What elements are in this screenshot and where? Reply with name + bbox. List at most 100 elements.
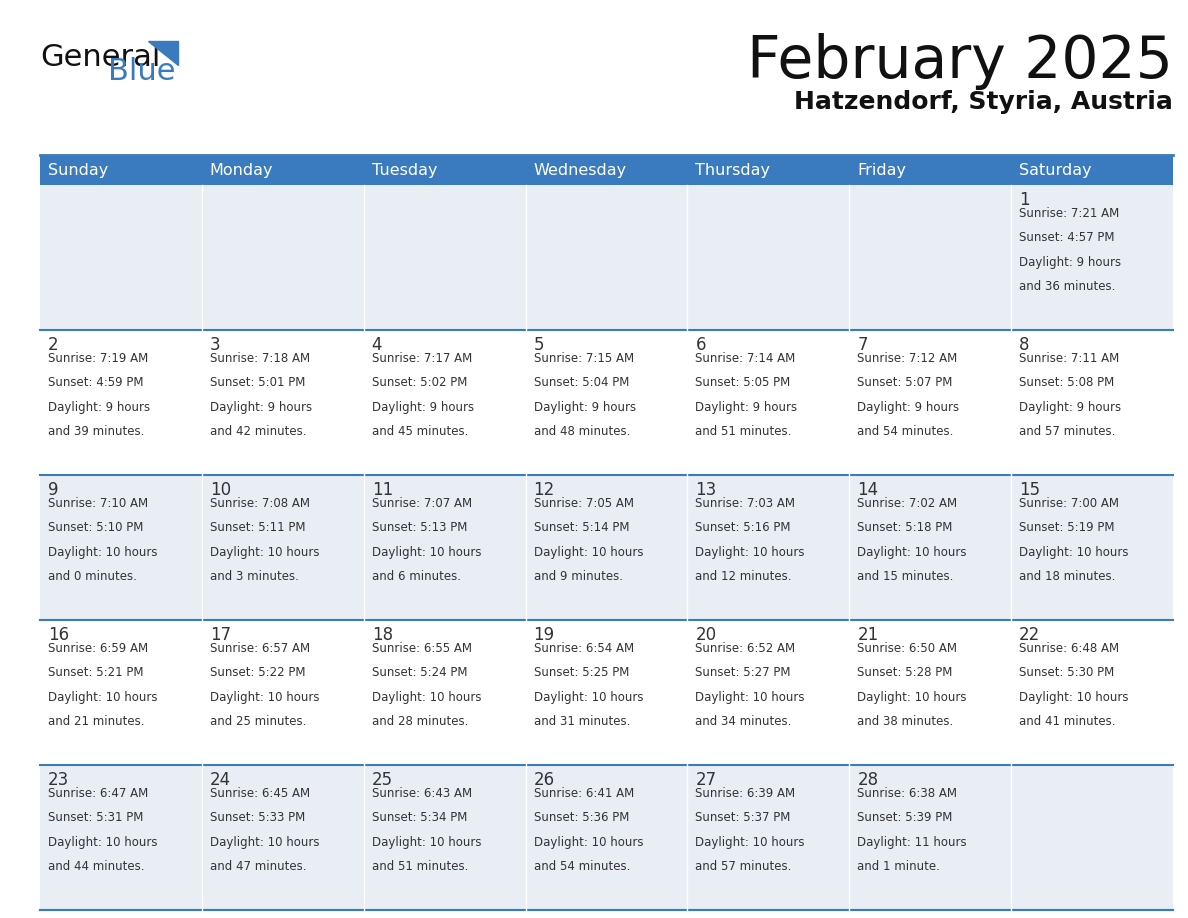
Text: Friday: Friday [858,162,906,177]
Bar [1011,620,1173,765]
Text: 20: 20 [695,626,716,644]
Text: Saturday: Saturday [1019,162,1092,177]
Text: Daylight: 10 hours: Daylight: 10 hours [1019,545,1129,559]
Text: Sunset: 5:34 PM: Sunset: 5:34 PM [372,812,467,824]
Text: Daylight: 9 hours: Daylight: 9 hours [533,401,636,414]
Text: Daylight: 9 hours: Daylight: 9 hours [210,401,312,414]
Text: Sunrise: 7:10 AM: Sunrise: 7:10 AM [48,497,148,510]
Text: Sunset: 5:37 PM: Sunset: 5:37 PM [695,812,791,824]
Text: Sunset: 5:08 PM: Sunset: 5:08 PM [1019,376,1114,389]
Text: and 51 minutes.: and 51 minutes. [372,860,468,873]
Polygon shape [148,41,178,65]
Text: 10: 10 [210,481,230,499]
Text: and 6 minutes.: and 6 minutes. [372,570,461,583]
Bar [688,185,849,330]
Text: Thursday: Thursday [695,162,771,177]
Text: and 31 minutes.: and 31 minutes. [533,715,630,728]
Text: and 48 minutes.: and 48 minutes. [533,425,630,438]
Text: Sunrise: 7:08 AM: Sunrise: 7:08 AM [210,497,310,510]
Text: Sunset: 5:04 PM: Sunset: 5:04 PM [533,376,628,389]
Text: 14: 14 [858,481,878,499]
Text: Sunrise: 7:17 AM: Sunrise: 7:17 AM [372,352,472,365]
Text: and 39 minutes.: and 39 minutes. [48,425,145,438]
Text: February 2025: February 2025 [747,33,1173,90]
Text: Sunset: 5:07 PM: Sunset: 5:07 PM [858,376,953,389]
Text: and 9 minutes.: and 9 minutes. [533,570,623,583]
Text: 24: 24 [210,771,230,789]
Text: and 15 minutes.: and 15 minutes. [858,570,954,583]
Text: Sunset: 5:10 PM: Sunset: 5:10 PM [48,521,144,534]
Text: Daylight: 9 hours: Daylight: 9 hours [1019,256,1121,269]
Text: 15: 15 [1019,481,1041,499]
Text: 13: 13 [695,481,716,499]
Bar [525,475,688,620]
Text: and 47 minutes.: and 47 minutes. [210,860,307,873]
Text: Sunrise: 6:38 AM: Sunrise: 6:38 AM [858,787,958,800]
Text: Daylight: 10 hours: Daylight: 10 hours [48,545,158,559]
Bar [1011,330,1173,475]
Text: Blue: Blue [108,57,176,86]
Text: and 18 minutes.: and 18 minutes. [1019,570,1116,583]
Text: Sunset: 5:05 PM: Sunset: 5:05 PM [695,376,791,389]
Text: and 1 minute.: and 1 minute. [858,860,940,873]
Text: Daylight: 10 hours: Daylight: 10 hours [372,835,481,849]
Text: and 25 minutes.: and 25 minutes. [210,715,307,728]
Text: 9: 9 [48,481,58,499]
Bar [364,330,525,475]
Text: Sunrise: 6:43 AM: Sunrise: 6:43 AM [372,787,472,800]
Text: Sunset: 5:25 PM: Sunset: 5:25 PM [533,666,628,679]
Text: Sunset: 5:36 PM: Sunset: 5:36 PM [533,812,628,824]
Text: Daylight: 9 hours: Daylight: 9 hours [858,401,960,414]
Text: Hatzendorf, Styria, Austria: Hatzendorf, Styria, Austria [794,90,1173,114]
Text: 4: 4 [372,336,383,354]
Text: Sunset: 4:59 PM: Sunset: 4:59 PM [48,376,144,389]
Text: Sunrise: 7:19 AM: Sunrise: 7:19 AM [48,352,148,365]
Bar [525,185,688,330]
Text: and 57 minutes.: and 57 minutes. [695,860,792,873]
Text: Daylight: 10 hours: Daylight: 10 hours [1019,690,1129,704]
Text: General: General [40,43,160,72]
Text: Daylight: 10 hours: Daylight: 10 hours [533,835,643,849]
Text: 7: 7 [858,336,867,354]
Text: and 34 minutes.: and 34 minutes. [695,715,792,728]
Bar [364,765,525,910]
Bar [525,620,688,765]
Text: Daylight: 9 hours: Daylight: 9 hours [372,401,474,414]
Text: 25: 25 [372,771,393,789]
Bar [40,620,202,765]
Text: Sunset: 5:30 PM: Sunset: 5:30 PM [1019,666,1114,679]
Text: and 21 minutes.: and 21 minutes. [48,715,145,728]
Text: Sunrise: 6:45 AM: Sunrise: 6:45 AM [210,787,310,800]
Text: Daylight: 10 hours: Daylight: 10 hours [210,690,320,704]
Bar [1011,475,1173,620]
Bar [202,330,364,475]
Bar [849,620,1011,765]
Text: and 28 minutes.: and 28 minutes. [372,715,468,728]
Bar [688,475,849,620]
Text: 27: 27 [695,771,716,789]
Text: 21: 21 [858,626,879,644]
Text: Sunrise: 6:54 AM: Sunrise: 6:54 AM [533,642,633,655]
Text: 6: 6 [695,336,706,354]
Text: Sunrise: 7:14 AM: Sunrise: 7:14 AM [695,352,796,365]
Text: Daylight: 10 hours: Daylight: 10 hours [533,690,643,704]
Text: Daylight: 10 hours: Daylight: 10 hours [372,690,481,704]
Bar [40,185,202,330]
Text: and 57 minutes.: and 57 minutes. [1019,425,1116,438]
Text: Sunrise: 6:52 AM: Sunrise: 6:52 AM [695,642,796,655]
Text: Sunrise: 6:55 AM: Sunrise: 6:55 AM [372,642,472,655]
Text: 18: 18 [372,626,393,644]
Bar [202,765,364,910]
Text: Sunrise: 7:15 AM: Sunrise: 7:15 AM [533,352,633,365]
Text: Sunset: 5:27 PM: Sunset: 5:27 PM [695,666,791,679]
Bar [40,330,202,475]
Text: Sunset: 5:28 PM: Sunset: 5:28 PM [858,666,953,679]
Text: 22: 22 [1019,626,1041,644]
Text: 17: 17 [210,626,230,644]
Bar [688,620,849,765]
Text: Wednesday: Wednesday [533,162,627,177]
Text: Sunrise: 6:59 AM: Sunrise: 6:59 AM [48,642,148,655]
Text: Sunrise: 7:18 AM: Sunrise: 7:18 AM [210,352,310,365]
Text: Sunset: 5:39 PM: Sunset: 5:39 PM [858,812,953,824]
Text: 12: 12 [533,481,555,499]
